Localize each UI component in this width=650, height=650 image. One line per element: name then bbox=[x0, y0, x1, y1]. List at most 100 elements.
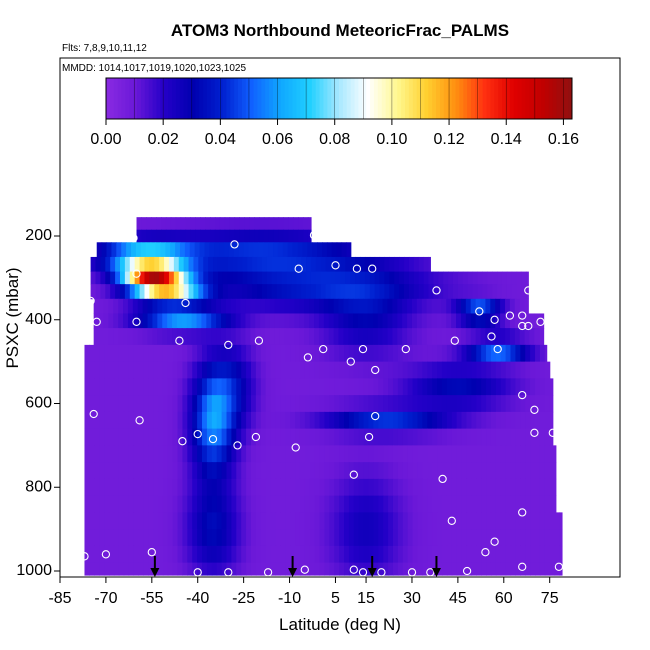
heatmap-cell bbox=[358, 411, 365, 430]
heatmap-cell bbox=[235, 328, 242, 346]
heatmap-cell bbox=[421, 328, 428, 346]
heatmap-cell bbox=[144, 271, 150, 285]
heatmap-cell bbox=[157, 512, 164, 530]
heatmap-cell bbox=[197, 344, 203, 363]
heatmap-cell bbox=[206, 545, 213, 564]
heatmap-cell bbox=[162, 545, 169, 564]
sample-point bbox=[303, 353, 313, 362]
heatmap-cell bbox=[520, 344, 526, 363]
heatmap-cell bbox=[157, 462, 164, 480]
heatmap-cell bbox=[216, 462, 223, 480]
heatmap-cell bbox=[510, 512, 517, 530]
colorbar-segment bbox=[253, 78, 258, 119]
heatmap-cell bbox=[108, 529, 115, 547]
heatmap-cell bbox=[290, 395, 296, 413]
heatmap-cell bbox=[202, 562, 208, 576]
heatmap-cell bbox=[530, 462, 536, 480]
heatmap-cell bbox=[549, 428, 554, 446]
heatmap-cell bbox=[219, 229, 226, 243]
heatmap-cell bbox=[336, 242, 343, 258]
colorbar-segment bbox=[455, 78, 460, 119]
heatmap-cell bbox=[299, 395, 306, 413]
heatmap-cell bbox=[89, 361, 95, 379]
heatmap-cell bbox=[211, 395, 218, 413]
heatmap-cell bbox=[216, 313, 222, 329]
colorbar-segment bbox=[172, 78, 177, 119]
heatmap-cell bbox=[285, 445, 291, 463]
heatmap-cell bbox=[509, 298, 516, 314]
heatmap-cell bbox=[359, 284, 366, 300]
heatmap-cell bbox=[206, 298, 212, 314]
heatmap-cell bbox=[216, 562, 223, 576]
colorbar-segment bbox=[432, 78, 437, 119]
heatmap-cell bbox=[154, 284, 160, 300]
heatmap-cell bbox=[383, 428, 389, 446]
heatmap-cell bbox=[509, 328, 516, 346]
heatmap-cell bbox=[490, 298, 496, 314]
heatmap-cell bbox=[539, 378, 546, 396]
heatmap-cell bbox=[211, 361, 218, 379]
heatmap-cell bbox=[172, 411, 179, 430]
heatmap-cell bbox=[104, 411, 110, 430]
heatmap-cell bbox=[110, 271, 116, 285]
heatmap-cell bbox=[544, 428, 551, 446]
heatmap-cell bbox=[196, 328, 202, 346]
heatmap-cell bbox=[456, 298, 462, 314]
colorbar-segment bbox=[494, 78, 499, 119]
heatmap-cell bbox=[497, 284, 503, 300]
heatmap-cell bbox=[373, 529, 379, 547]
heatmap-cell bbox=[167, 545, 174, 564]
heatmap-cell bbox=[138, 462, 144, 480]
heatmap-cell bbox=[388, 428, 394, 446]
heatmap-cell bbox=[155, 242, 161, 258]
heatmap-cell bbox=[515, 529, 521, 547]
heatmap-cell bbox=[192, 361, 198, 379]
heatmap-cell bbox=[355, 256, 361, 272]
heatmap-cell bbox=[471, 545, 477, 564]
heatmap-cell bbox=[89, 411, 95, 430]
heatmap-cell bbox=[139, 256, 146, 272]
heatmap-cell bbox=[172, 445, 179, 463]
heatmap-cell bbox=[290, 411, 296, 430]
colorbar-segment bbox=[288, 78, 293, 119]
heatmap-cell bbox=[144, 284, 150, 300]
colorbar-segment bbox=[276, 78, 282, 119]
heatmap-cell bbox=[441, 378, 448, 396]
heatmap-cell bbox=[319, 529, 326, 547]
heatmap-cell bbox=[89, 495, 95, 513]
heatmap-cell bbox=[265, 298, 271, 314]
heatmap-cell bbox=[93, 298, 100, 314]
heatmap-cell bbox=[309, 378, 316, 396]
heatmap-cell bbox=[412, 361, 419, 379]
heatmap-cell bbox=[373, 478, 379, 497]
heatmap-cell bbox=[182, 545, 188, 564]
heatmap-cell bbox=[187, 529, 193, 547]
heatmap-cell bbox=[324, 529, 330, 547]
chart-title: ATOM3 Northbound MeteoricFrac_PALMS bbox=[171, 21, 509, 40]
heatmap-cell bbox=[268, 217, 275, 231]
heatmap-cell bbox=[167, 462, 174, 480]
heatmap-cell bbox=[466, 411, 472, 430]
heatmap-cell bbox=[198, 256, 204, 272]
heatmap-cell bbox=[441, 478, 448, 497]
heatmap-cell bbox=[236, 545, 242, 564]
heatmap-cell bbox=[103, 298, 109, 314]
heatmap-cell bbox=[211, 445, 218, 463]
heatmap-cell bbox=[123, 462, 130, 480]
heatmap-cell bbox=[461, 361, 468, 379]
heatmap-cell bbox=[451, 298, 457, 314]
heatmap-cell bbox=[519, 298, 526, 314]
heatmap-cell bbox=[296, 271, 302, 285]
heatmap-cell bbox=[206, 344, 213, 363]
heatmap-cell bbox=[373, 462, 379, 480]
heatmap-cell bbox=[314, 545, 321, 564]
heatmap-cell bbox=[486, 562, 492, 576]
heatmap-cell bbox=[211, 378, 218, 396]
heatmap-cell bbox=[162, 512, 169, 530]
heatmap-cell bbox=[285, 395, 291, 413]
colorbar-segment bbox=[408, 78, 414, 119]
heatmap-cell bbox=[339, 478, 345, 497]
heatmap-cell bbox=[397, 529, 404, 547]
heatmap-cell bbox=[217, 256, 224, 272]
heatmap-cell bbox=[514, 298, 521, 314]
